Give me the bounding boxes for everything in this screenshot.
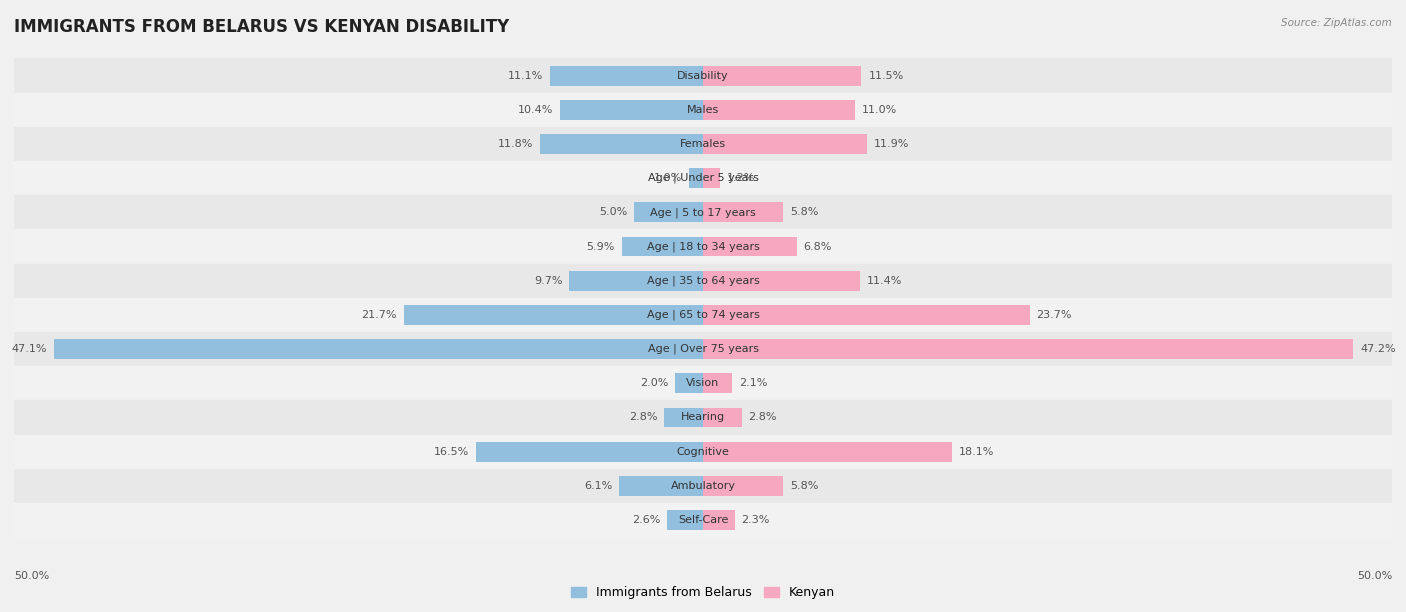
- Bar: [14, 435, 1392, 469]
- Text: Males: Males: [688, 105, 718, 115]
- Text: 47.2%: 47.2%: [1360, 344, 1396, 354]
- Text: 11.5%: 11.5%: [869, 70, 904, 81]
- Bar: [14, 400, 1392, 435]
- Text: 50.0%: 50.0%: [14, 572, 49, 581]
- Text: 2.8%: 2.8%: [628, 412, 658, 422]
- Bar: [665, 408, 703, 427]
- Text: Hearing: Hearing: [681, 412, 725, 422]
- Text: 11.4%: 11.4%: [868, 276, 903, 286]
- Bar: [475, 442, 703, 461]
- Text: 1.0%: 1.0%: [654, 173, 682, 183]
- Bar: [14, 127, 1392, 161]
- Bar: [703, 339, 1354, 359]
- Text: 50.0%: 50.0%: [1357, 572, 1392, 581]
- Bar: [703, 510, 735, 530]
- Text: 18.1%: 18.1%: [959, 447, 994, 457]
- Text: Self-Care: Self-Care: [678, 515, 728, 525]
- Bar: [14, 503, 1392, 537]
- Text: 2.6%: 2.6%: [631, 515, 661, 525]
- Text: 11.1%: 11.1%: [508, 70, 543, 81]
- Text: 23.7%: 23.7%: [1036, 310, 1071, 320]
- Bar: [14, 469, 1392, 503]
- Bar: [703, 373, 733, 393]
- Bar: [703, 203, 783, 222]
- Bar: [703, 305, 1029, 325]
- Text: 6.1%: 6.1%: [583, 481, 612, 491]
- Bar: [540, 134, 703, 154]
- Bar: [404, 305, 703, 325]
- Bar: [14, 59, 1392, 92]
- Bar: [14, 298, 1392, 332]
- Bar: [14, 161, 1392, 195]
- Text: 9.7%: 9.7%: [534, 276, 562, 286]
- Text: 5.8%: 5.8%: [790, 481, 818, 491]
- Text: Age | 35 to 64 years: Age | 35 to 64 years: [647, 275, 759, 286]
- Text: 2.0%: 2.0%: [640, 378, 669, 388]
- Text: Females: Females: [681, 139, 725, 149]
- Bar: [560, 100, 703, 120]
- Text: Cognitive: Cognitive: [676, 447, 730, 457]
- Bar: [703, 442, 952, 461]
- Text: Age | 18 to 34 years: Age | 18 to 34 years: [647, 241, 759, 252]
- Text: Age | 65 to 74 years: Age | 65 to 74 years: [647, 310, 759, 320]
- Bar: [703, 408, 741, 427]
- Text: 11.8%: 11.8%: [498, 139, 533, 149]
- Text: 6.8%: 6.8%: [804, 242, 832, 252]
- Text: 11.0%: 11.0%: [862, 105, 897, 115]
- Text: 2.8%: 2.8%: [748, 412, 778, 422]
- Bar: [569, 271, 703, 291]
- Bar: [675, 373, 703, 393]
- Bar: [14, 92, 1392, 127]
- Bar: [703, 476, 783, 496]
- Text: Source: ZipAtlas.com: Source: ZipAtlas.com: [1281, 18, 1392, 28]
- Bar: [668, 510, 703, 530]
- Bar: [634, 203, 703, 222]
- Text: 2.3%: 2.3%: [741, 515, 770, 525]
- Legend: Immigrants from Belarus, Kenyan: Immigrants from Belarus, Kenyan: [565, 581, 841, 604]
- Bar: [689, 168, 703, 188]
- Text: IMMIGRANTS FROM BELARUS VS KENYAN DISABILITY: IMMIGRANTS FROM BELARUS VS KENYAN DISABI…: [14, 18, 509, 36]
- Text: 47.1%: 47.1%: [11, 344, 48, 354]
- Text: 16.5%: 16.5%: [433, 447, 468, 457]
- Text: Ambulatory: Ambulatory: [671, 481, 735, 491]
- Text: 5.0%: 5.0%: [599, 207, 627, 217]
- Bar: [14, 264, 1392, 298]
- Text: Disability: Disability: [678, 70, 728, 81]
- Bar: [619, 476, 703, 496]
- Text: Age | Over 75 years: Age | Over 75 years: [648, 344, 758, 354]
- Text: 5.8%: 5.8%: [790, 207, 818, 217]
- Text: 21.7%: 21.7%: [361, 310, 396, 320]
- Text: 5.9%: 5.9%: [586, 242, 614, 252]
- Bar: [14, 366, 1392, 400]
- Bar: [14, 332, 1392, 366]
- Bar: [703, 168, 720, 188]
- Text: 2.1%: 2.1%: [738, 378, 768, 388]
- Bar: [14, 195, 1392, 230]
- Text: 11.9%: 11.9%: [875, 139, 910, 149]
- Bar: [703, 134, 868, 154]
- Bar: [53, 339, 703, 359]
- Bar: [703, 100, 855, 120]
- Text: 10.4%: 10.4%: [517, 105, 553, 115]
- Text: Vision: Vision: [686, 378, 720, 388]
- Text: Age | 5 to 17 years: Age | 5 to 17 years: [650, 207, 756, 218]
- Bar: [550, 65, 703, 86]
- Bar: [703, 271, 860, 291]
- Bar: [14, 230, 1392, 264]
- Text: Age | Under 5 years: Age | Under 5 years: [648, 173, 758, 184]
- Bar: [703, 237, 797, 256]
- Bar: [703, 65, 862, 86]
- Bar: [621, 237, 703, 256]
- Text: 1.2%: 1.2%: [727, 173, 755, 183]
